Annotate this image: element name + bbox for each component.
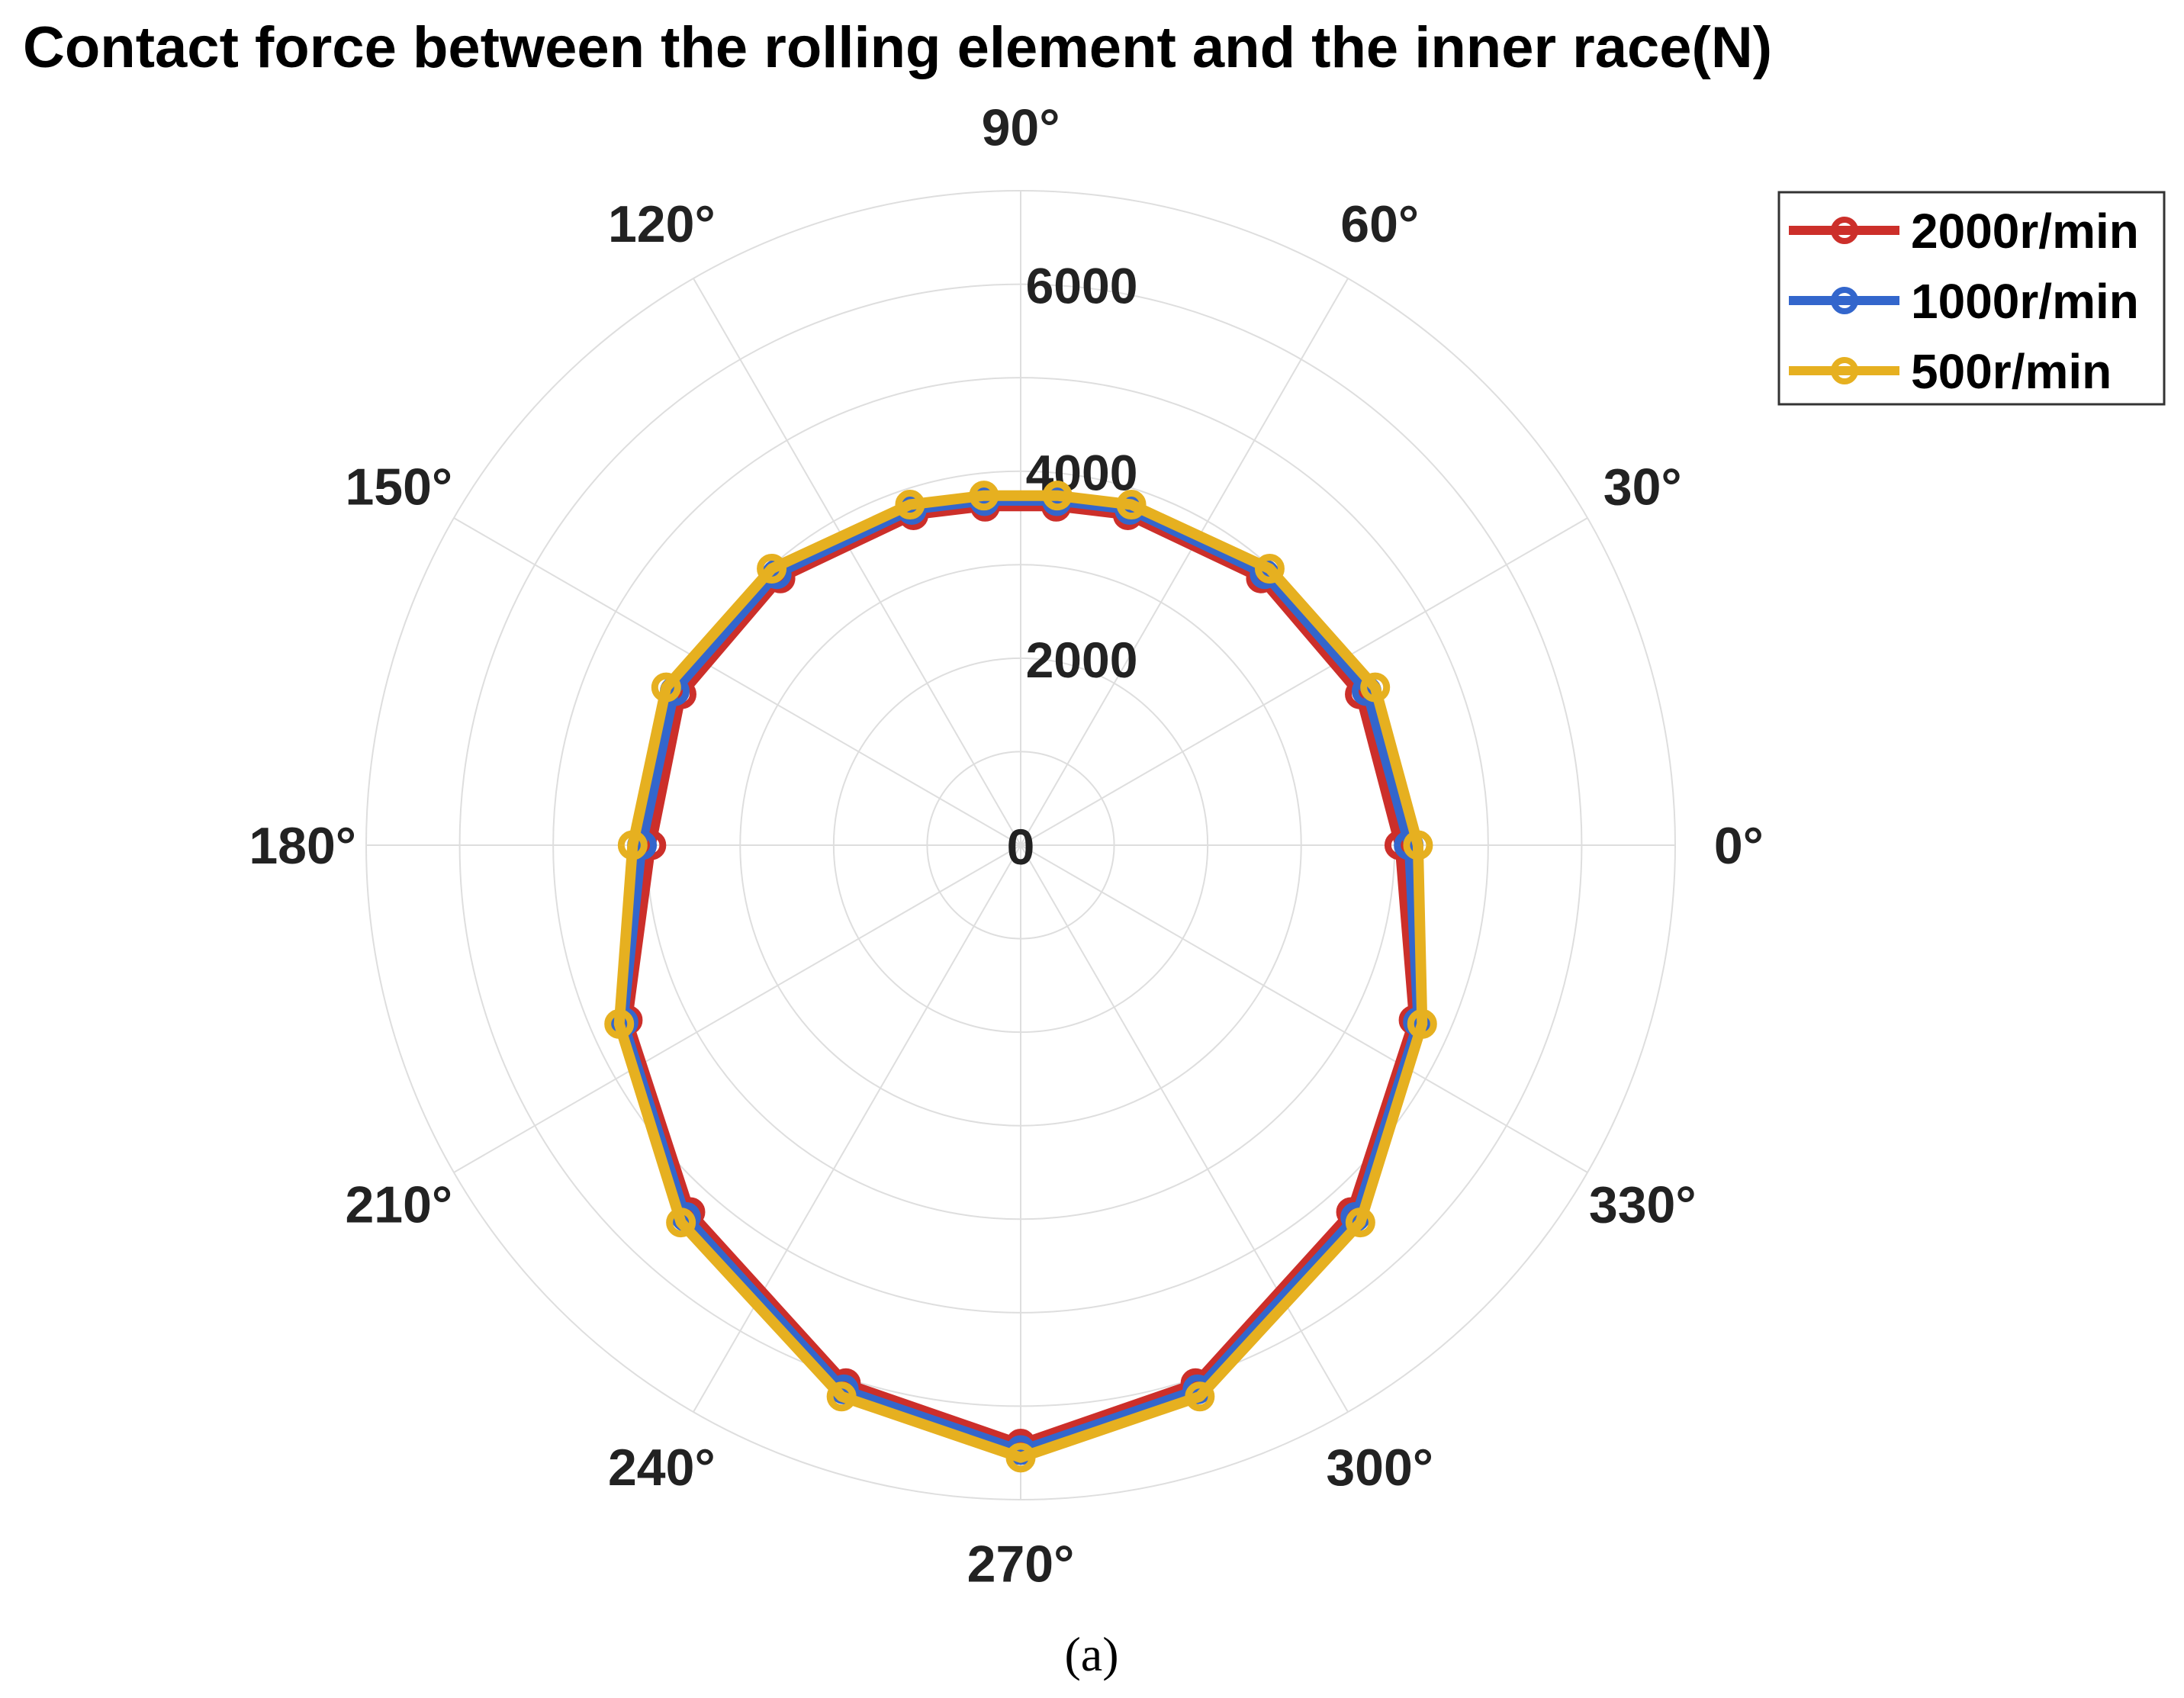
data-point <box>757 553 787 584</box>
figure-caption: (a) <box>1064 1627 1118 1681</box>
theta-tick-label: 210° <box>345 1176 452 1234</box>
data-point <box>666 1208 696 1238</box>
data-point <box>651 672 681 703</box>
theta-tick-label: 300° <box>1326 1439 1433 1497</box>
data-point <box>1345 1208 1375 1238</box>
theta-tick-label: 270° <box>967 1535 1075 1593</box>
theta-tick-label: 180° <box>249 817 356 875</box>
grid-spoke <box>1020 517 1588 846</box>
theta-tick-label: 60° <box>1340 195 1419 253</box>
data-point <box>1042 481 1073 511</box>
legend-label: 1000r/min <box>1911 274 2139 329</box>
data-point <box>895 490 925 520</box>
series-group <box>604 481 1437 1473</box>
grid-spoke <box>1020 844 1588 1173</box>
theta-tick-label: 150° <box>345 458 452 516</box>
theta-tick-label: 90° <box>982 99 1060 157</box>
grid-spoke <box>693 844 1021 1413</box>
legend-label: 2000r/min <box>1911 204 2139 259</box>
data-point <box>1403 830 1433 860</box>
data-point <box>1360 672 1391 703</box>
polar-grid <box>365 190 1676 1500</box>
r-tick-label: 6000 <box>1026 258 1138 314</box>
theta-tick-label: 240° <box>608 1439 716 1497</box>
grid-spoke <box>453 844 1021 1173</box>
legend: 2000r/min 1000r/min 500r/min <box>1777 191 2166 406</box>
series-line <box>622 502 1419 1449</box>
r-tick-label: 2000 <box>1026 632 1138 688</box>
data-point <box>969 481 999 511</box>
legend-marker <box>1831 357 1858 384</box>
data-point <box>1407 1008 1437 1039</box>
legend-marker <box>1831 287 1858 314</box>
grid-spoke <box>1020 278 1349 846</box>
legend-label: 500r/min <box>1911 344 2112 399</box>
series-line <box>619 497 1423 1455</box>
chart-title: Contact force between the rolling elemen… <box>23 15 1772 80</box>
grid-spoke <box>1020 844 1349 1413</box>
grid-spoke <box>453 517 1021 846</box>
data-point <box>1005 1442 1036 1473</box>
data-point <box>1185 1381 1215 1412</box>
theta-tick-label: 30° <box>1603 458 1682 516</box>
legend-marker <box>1831 217 1858 244</box>
series-line <box>613 490 1428 1463</box>
series-500r/min <box>604 481 1437 1473</box>
data-point <box>826 1381 857 1412</box>
theta-tick-label: 0° <box>1714 817 1764 875</box>
grid-spoke <box>693 278 1021 846</box>
r-tick-label: 0 <box>1007 818 1035 875</box>
data-point <box>1254 553 1285 584</box>
data-point <box>604 1008 635 1039</box>
angle-tick-labels: 0° 30° 60° 90° 120° 150° 180° 210° 240° 270° 300° 3… <box>249 99 1764 1593</box>
theta-tick-label: 330° <box>1589 1176 1697 1234</box>
data-point <box>617 830 648 860</box>
data-point <box>1116 490 1147 520</box>
theta-tick-label: 120° <box>608 195 716 253</box>
